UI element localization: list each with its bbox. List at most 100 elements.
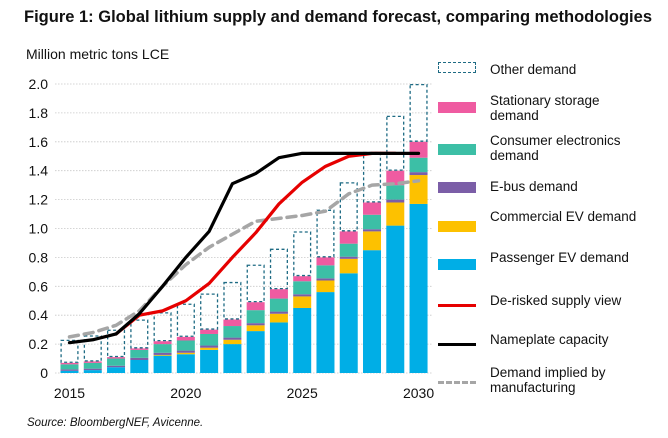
bar-segment-stationary-storage-demand — [339, 231, 358, 244]
legend-swatch — [438, 144, 476, 155]
bar-segment-commercial-ev-demand — [153, 354, 172, 356]
bar-segment-stationary-storage-demand — [200, 329, 219, 334]
bar-segment-commercial-ev-demand — [316, 280, 335, 293]
bar-segment-e-bus-demand — [153, 352, 172, 355]
bar-segment-e-bus-demand — [269, 311, 288, 314]
legend-swatch — [438, 102, 476, 113]
y-tick-label: 2.0 — [29, 76, 49, 92]
legend-label: E-bus demand — [490, 179, 578, 194]
bar-segment-commercial-ev-demand — [363, 231, 382, 251]
bar-segment-e-bus-demand — [223, 337, 242, 340]
bar-segment-stationary-storage-demand — [409, 141, 428, 158]
bar-segment-other — [153, 312, 172, 342]
bar-segment-stationary-storage-demand — [83, 361, 102, 363]
legend-swatch — [438, 62, 476, 73]
bar-segment-passenger-ev-demand — [339, 273, 358, 373]
bar-segment-other — [223, 281, 242, 320]
bar-segment-consumer-electronics-demand — [246, 310, 265, 324]
bar-segment-other — [130, 319, 149, 349]
bar-segment-e-bus-demand — [339, 256, 358, 259]
line-demand-implied-by-manufacturing — [67, 179, 421, 339]
bar-segment-commercial-ev-demand — [386, 202, 405, 226]
bar-segment-stationary-storage-demand — [107, 357, 126, 359]
legend-label: Other demand — [490, 62, 577, 77]
x-tick-label: 2020 — [170, 385, 201, 401]
line-nameplate-capacity — [67, 151, 421, 345]
bar-segment-stationary-storage-demand — [316, 257, 335, 266]
bar-segment-stationary-storage-demand — [130, 348, 149, 350]
legend-swatch — [438, 343, 476, 346]
bar-segment-consumer-electronics-demand — [316, 265, 335, 279]
bar-segment-commercial-ev-demand — [293, 296, 312, 308]
legend-label: Demand implied by manufacturing — [490, 365, 606, 395]
bar-segment-other — [176, 303, 195, 337]
legend-label: Consumer electronics demand — [490, 133, 621, 163]
bar-segment-e-bus-demand — [293, 294, 312, 297]
bar-segment-other — [409, 83, 428, 142]
y-tick-label: 1.4 — [29, 163, 49, 179]
bar-segment-other — [316, 209, 335, 258]
bar-segment-e-bus-demand — [107, 365, 126, 368]
legend-label: Passenger EV demand — [490, 250, 629, 265]
bar-segment-passenger-ev-demand — [246, 331, 265, 373]
bar-segment-e-bus-demand — [386, 199, 405, 203]
x-tick-label: 2015 — [54, 385, 85, 401]
bar-segment-passenger-ev-demand — [130, 359, 149, 373]
bar-segment-commercial-ev-demand — [269, 313, 288, 323]
legend-swatch — [438, 182, 476, 193]
y-tick-label: 0.6 — [29, 278, 49, 294]
bar-segment-stationary-storage-demand — [363, 202, 382, 215]
bar-segment-e-bus-demand — [316, 278, 335, 281]
legend-swatch — [438, 381, 476, 384]
bar-segment-other — [106, 329, 126, 358]
bar-segment-other — [339, 182, 358, 232]
bar-segment-e-bus-demand — [83, 368, 102, 371]
bar-segment-passenger-ev-demand — [409, 203, 428, 373]
bar-segment-stationary-storage-demand — [223, 319, 242, 327]
bar-segment-other — [293, 231, 312, 277]
bar-segment-consumer-electronics-demand — [409, 157, 428, 173]
bar-segment-e-bus-demand — [130, 357, 149, 360]
x-tick-label: 2030 — [403, 385, 434, 401]
bar-segment-e-bus-demand — [60, 369, 79, 371]
source-note: Source: BloombergNEF, Avicenne. — [27, 417, 204, 429]
bar-segment-consumer-electronics-demand — [60, 364, 79, 370]
chart-title: Figure 1: Global lithium supply and dema… — [24, 8, 652, 26]
bar-segment-passenger-ev-demand — [107, 367, 126, 373]
legend-swatch — [438, 259, 476, 270]
legend-label: Commercial EV demand — [490, 209, 637, 224]
y-tick-label: 0.8 — [29, 249, 49, 265]
y-tick-label: 0 — [40, 365, 48, 381]
y-tick-label: 1.2 — [29, 192, 49, 208]
bar-segment-consumer-electronics-demand — [176, 340, 195, 351]
bar-segment-commercial-ev-demand — [176, 352, 195, 355]
bar-segment-other — [200, 293, 219, 330]
legend-swatch — [438, 221, 476, 232]
bar-segment-commercial-ev-demand — [246, 325, 265, 332]
bar-segment-passenger-ev-demand — [60, 370, 79, 373]
bar-segment-commercial-ev-demand — [200, 347, 219, 350]
bar-segment-passenger-ev-demand — [176, 354, 195, 373]
bar-segment-e-bus-demand — [200, 345, 219, 348]
bar-segment-passenger-ev-demand — [153, 355, 172, 373]
bar-segment-other — [362, 151, 382, 203]
bar-segment-other — [246, 264, 265, 303]
bar-segment-other — [386, 115, 405, 171]
x-tick-label: 2025 — [287, 385, 318, 401]
bar-segment-stationary-storage-demand — [269, 289, 288, 299]
bar-segment-passenger-ev-demand — [83, 370, 102, 373]
bar-segment-stationary-storage-demand — [246, 302, 265, 311]
legend-swatch — [438, 304, 476, 307]
y-tick-label: 1.0 — [29, 221, 49, 237]
bar-segment-consumer-electronics-demand — [200, 333, 219, 346]
bar-segment-e-bus-demand — [409, 172, 428, 176]
bar-segment-consumer-electronics-demand — [153, 344, 172, 353]
bar-segment-consumer-electronics-demand — [130, 349, 149, 358]
bar-segment-passenger-ev-demand — [316, 292, 335, 373]
bar-segment-passenger-ev-demand — [363, 250, 382, 373]
bar-segment-passenger-ev-demand — [269, 322, 288, 373]
bar-segment-stationary-storage-demand — [176, 336, 195, 341]
y-axis-label: Million metric tons LCE — [26, 46, 170, 62]
